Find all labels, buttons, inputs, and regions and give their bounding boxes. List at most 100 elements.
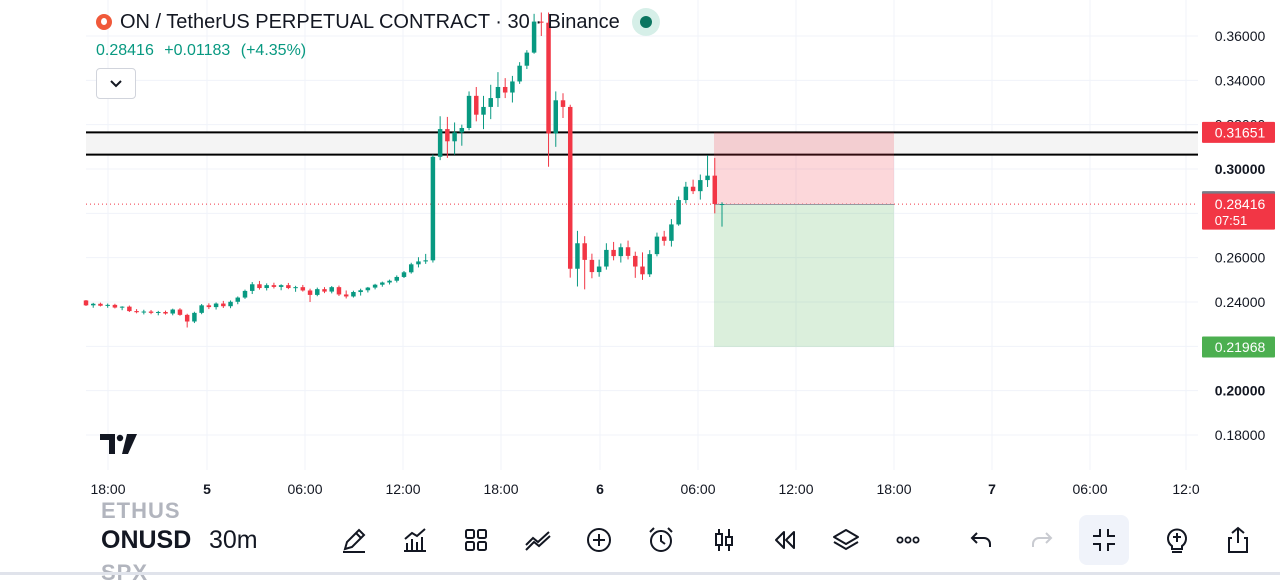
candle xyxy=(98,302,103,307)
candle xyxy=(567,104,573,278)
candle xyxy=(661,230,667,246)
candle xyxy=(228,300,233,309)
candle-body xyxy=(466,95,472,128)
candle xyxy=(683,181,689,204)
candle xyxy=(278,284,284,291)
candle-body xyxy=(676,200,681,225)
time-tick-label: 06:00 xyxy=(680,481,715,497)
candle-body xyxy=(141,311,147,313)
short-position-tool[interactable] xyxy=(714,132,894,348)
candle-body xyxy=(300,287,306,291)
candle-body xyxy=(322,289,327,292)
price-label-countdown: 07:51 xyxy=(1215,213,1248,228)
candle-body xyxy=(416,261,421,265)
exit-fullscreen-button[interactable] xyxy=(1079,515,1129,565)
candle xyxy=(618,243,624,263)
collapse-legend-button[interactable] xyxy=(96,68,136,99)
candle-body xyxy=(206,305,212,308)
candle-body xyxy=(474,95,479,115)
share-button[interactable] xyxy=(1218,520,1258,560)
symbol-button[interactable]: ONUSD xyxy=(101,526,192,554)
candle xyxy=(170,308,175,316)
price-label-bg xyxy=(1202,121,1275,143)
candle xyxy=(221,300,226,308)
candle-body xyxy=(156,311,161,313)
candle-body xyxy=(199,305,204,313)
candle xyxy=(177,308,183,316)
candle xyxy=(105,303,110,308)
time-tick-label: 5 xyxy=(203,481,211,497)
candle xyxy=(387,279,392,285)
candle xyxy=(445,116,450,158)
candle xyxy=(148,309,154,315)
add-button[interactable] xyxy=(579,520,619,560)
more-button[interactable] xyxy=(888,520,928,560)
candle-body xyxy=(387,280,392,283)
candle xyxy=(293,285,298,292)
indicators-button[interactable] xyxy=(395,520,435,560)
layers-button[interactable] xyxy=(826,520,866,560)
candle xyxy=(698,174,703,200)
replay-button[interactable] xyxy=(765,520,805,560)
candle xyxy=(271,282,277,289)
candle-body xyxy=(459,127,465,133)
candle-body xyxy=(625,247,631,256)
candle xyxy=(654,232,660,257)
candle xyxy=(589,253,595,279)
candle xyxy=(705,155,710,187)
candle-body xyxy=(329,287,334,292)
share-icon xyxy=(1228,526,1248,553)
price-label: 0.21968 xyxy=(1202,336,1275,358)
candle-body xyxy=(271,285,277,287)
candle xyxy=(134,309,139,314)
candle-body xyxy=(98,303,103,306)
coin-logo-icon xyxy=(96,14,112,30)
candle xyxy=(531,13,537,54)
candle xyxy=(394,275,400,283)
candle xyxy=(242,289,248,299)
symbol-legend[interactable]: ON / TetherUS PERPETUAL CONTRACT · 30 · … xyxy=(96,8,660,36)
candle xyxy=(199,303,204,315)
candle-body xyxy=(119,306,125,308)
draw-button[interactable] xyxy=(334,520,374,560)
candle xyxy=(156,310,161,316)
alarm-clock-icon xyxy=(649,527,673,552)
ideas-button[interactable] xyxy=(1157,520,1197,560)
candle-body xyxy=(531,21,537,53)
time-tick-label: 12:0 xyxy=(1172,481,1199,497)
candle-body xyxy=(524,52,530,66)
candle xyxy=(416,257,421,268)
candle-body xyxy=(105,304,110,306)
candle xyxy=(495,72,501,107)
candle xyxy=(539,12,544,36)
time-axis[interactable]: 18:00 5 06:00 12:00 18:00 6 06:00 12:00 18:00 7 06… xyxy=(90,481,1199,497)
candle-body xyxy=(192,312,197,322)
candle-body xyxy=(380,282,385,285)
templates-button[interactable] xyxy=(456,520,496,560)
candle-body xyxy=(423,260,428,262)
add-icon xyxy=(587,528,611,552)
compare-button[interactable] xyxy=(518,520,558,560)
redo-button[interactable] xyxy=(1022,520,1062,560)
price-chart[interactable]: 0.360000.340000.320000.300000.280000.260… xyxy=(0,0,1280,506)
price-axis[interactable]: 0.360000.340000.320000.300000.280000.260… xyxy=(1198,0,1280,506)
candle-body xyxy=(560,100,566,107)
time-tick-label: 18:00 xyxy=(90,481,125,497)
candlestick-series xyxy=(83,12,725,328)
undo-icon xyxy=(970,532,991,547)
undo-button[interactable] xyxy=(961,520,1001,560)
candle xyxy=(127,305,132,312)
candle xyxy=(488,84,493,120)
chart-type-button[interactable] xyxy=(704,520,744,560)
draw-icon xyxy=(343,528,366,553)
alert-button[interactable] xyxy=(641,520,681,560)
symbol-list-prev[interactable]: ETHUS xyxy=(101,498,181,523)
candle-body xyxy=(690,186,696,192)
price-tick-label: 0.36000 xyxy=(1215,28,1266,44)
interval-button[interactable]: 30m xyxy=(209,526,258,554)
market-status-icon[interactable] xyxy=(631,8,660,36)
candle-body xyxy=(633,255,638,267)
bottom-toolbar: ETHUS ONUSD SPX 30m xyxy=(0,498,1280,585)
candle-body xyxy=(408,264,414,273)
candle-body xyxy=(112,304,118,308)
